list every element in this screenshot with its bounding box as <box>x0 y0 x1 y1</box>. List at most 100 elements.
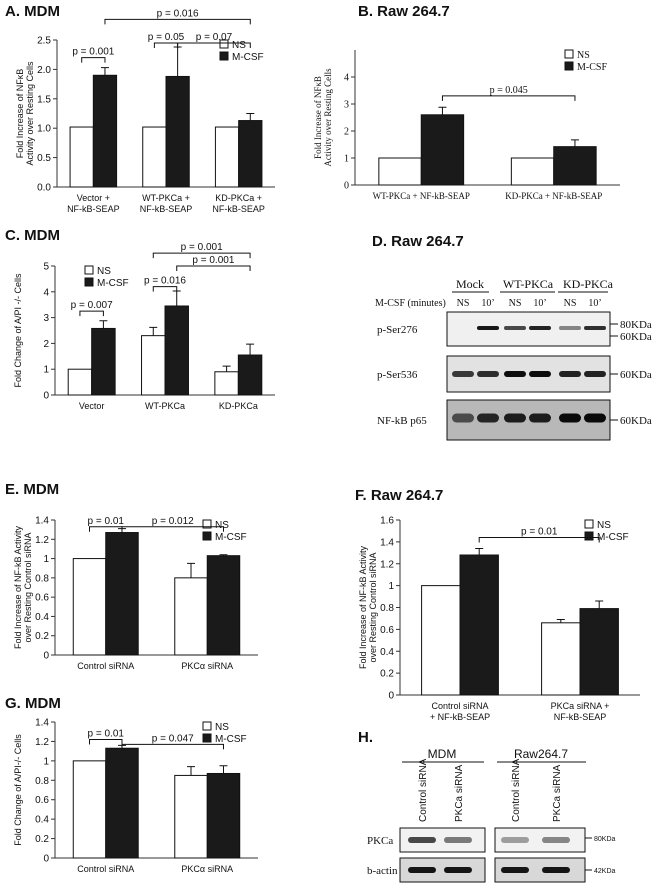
bar <box>174 577 208 656</box>
error-bar <box>475 547 484 555</box>
y-tick-label: 1 <box>43 756 49 767</box>
bar <box>237 354 263 396</box>
y-tick-label: 1.2 <box>35 535 49 546</box>
bar <box>421 585 461 696</box>
blot-band <box>408 837 436 843</box>
blot-band <box>501 837 529 843</box>
y-tick-label: 0.8 <box>35 776 49 787</box>
y-tick-label: 0.5 <box>37 153 51 164</box>
error-bar <box>570 139 579 147</box>
legend-swatch <box>219 39 229 49</box>
bar <box>165 75 190 188</box>
blot-frame <box>446 399 611 441</box>
y-tick-label: 0 <box>388 691 394 702</box>
legend-label: M-CSF <box>597 532 629 543</box>
y-tick-label: 3 <box>43 313 49 324</box>
legend-swatch <box>202 531 212 541</box>
lane-label: Control siRNA <box>418 758 429 822</box>
blot-label: NS <box>564 298 577 309</box>
y-axis-label: Fold Increase of NFκBActivity over Resti… <box>313 68 333 167</box>
marker-label: 80KDa <box>594 836 616 843</box>
bar <box>174 774 208 859</box>
y-tick-label: 0 <box>43 651 49 662</box>
blot-label: 10’ <box>533 298 546 309</box>
blot-label: KD-PKCa <box>563 277 614 291</box>
y-tick-label: 0.4 <box>35 815 49 826</box>
bar <box>420 114 465 186</box>
chart-title: A. MDM <box>5 3 60 20</box>
blot-band <box>504 413 526 423</box>
x-tick-label: KD-PKCa + NF-kB-SEAP <box>505 191 602 201</box>
error-bar <box>438 106 447 115</box>
blot-label: WT-PKCa <box>503 277 554 291</box>
error-bar <box>219 554 228 556</box>
blot-frame <box>446 311 611 347</box>
y-tick-label: 1 <box>43 365 49 376</box>
legend-swatch <box>202 721 212 731</box>
y-tick-label: 4 <box>344 73 349 84</box>
blot-band <box>542 837 570 843</box>
significance-bracket <box>121 526 224 532</box>
y-tick-label: 2.0 <box>37 65 51 76</box>
blot-title: D. Raw 264.7 <box>372 233 464 250</box>
p-value: p = 0.016 <box>144 276 186 287</box>
x-tick-label: KD-PKCa <box>219 401 258 411</box>
legend-label: M-CSF <box>232 52 264 63</box>
y-tick-label: 0.8 <box>35 573 49 584</box>
y-tick-label: 0.8 <box>380 603 394 614</box>
p-value: p = 0.001 <box>72 47 114 58</box>
bar <box>238 120 263 188</box>
y-tick-label: 1 <box>43 554 49 565</box>
blot-band <box>584 413 606 423</box>
bar <box>206 772 241 859</box>
p-value: p = 0.01 <box>88 728 125 739</box>
p-value: p = 0.001 <box>181 242 223 253</box>
y-tick-label: 1 <box>344 154 349 165</box>
x-tick-label: PKCα siRNA <box>181 864 233 874</box>
blot-band <box>477 326 499 330</box>
error-bar <box>222 365 231 372</box>
blot-band <box>529 371 551 377</box>
blot-group: Raw264.7 <box>514 747 568 761</box>
bar <box>214 371 239 396</box>
blot-band <box>559 371 581 377</box>
error-bar <box>187 562 196 578</box>
bar <box>206 555 241 656</box>
legend-swatch <box>564 61 574 71</box>
bar <box>510 157 555 186</box>
bar <box>69 126 94 188</box>
blot-band <box>559 413 581 423</box>
p-value: p = 0.001 <box>192 255 234 266</box>
blot-label: 60KDa <box>620 369 652 381</box>
blot-band <box>542 867 570 873</box>
blot-label: 60KDa <box>620 331 652 343</box>
y-tick-label: 1.4 <box>35 718 49 729</box>
bar <box>378 157 422 186</box>
significance-bracket <box>441 95 576 101</box>
legend-label: M-CSF <box>97 278 129 289</box>
error-bar <box>219 765 228 774</box>
y-tick-label: 1.5 <box>37 94 51 105</box>
bar <box>142 126 167 188</box>
blot-title: H. <box>358 729 373 746</box>
blot-band <box>452 371 474 377</box>
blot-band <box>444 867 472 873</box>
error-bar <box>99 320 108 329</box>
blot-label: p-Ser536 <box>377 369 418 381</box>
bar <box>105 747 139 859</box>
legend-label: NS <box>597 520 611 531</box>
significance-bracket <box>176 265 251 271</box>
error-bar <box>556 619 565 623</box>
legend-label: M-CSF <box>215 532 247 543</box>
bar <box>67 368 93 396</box>
blot-label: PKCa <box>367 835 393 847</box>
bar <box>72 760 107 859</box>
blot-label: 60KDa <box>620 415 652 427</box>
blot-label: Mock <box>456 277 484 291</box>
error-bar <box>595 600 604 609</box>
p-value: p = 0.01 <box>521 527 558 538</box>
bar <box>553 146 597 186</box>
lane-label: Control siRNA <box>511 758 522 822</box>
blot-label: 10’ <box>481 298 494 309</box>
p-value: p = 0.01 <box>88 516 125 527</box>
